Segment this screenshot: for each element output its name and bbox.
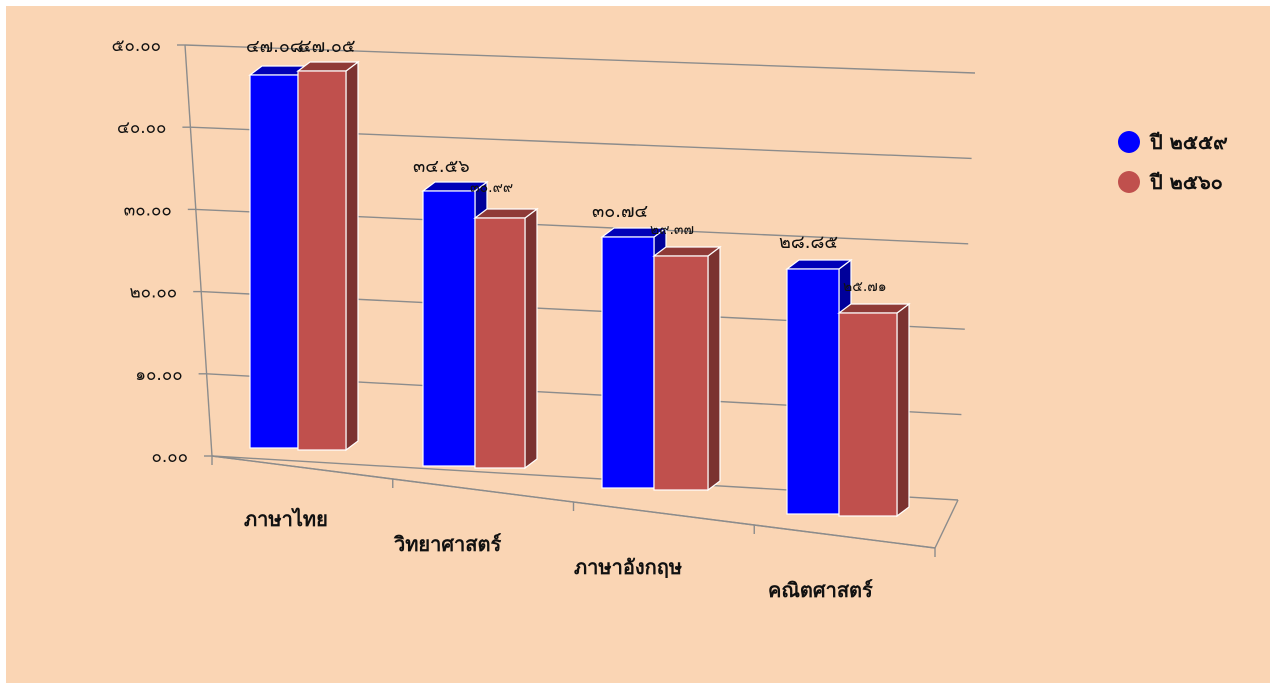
data-label-series-2-2: ๓๐.๙๙ xyxy=(470,180,513,196)
bar-front-face xyxy=(653,255,709,491)
bar-side-face xyxy=(896,302,910,518)
bar-front-face xyxy=(474,217,526,469)
y-tick-label: ๕๐.๐๐ xyxy=(112,36,161,56)
bar-front-face xyxy=(422,190,476,467)
data-label-series-1-4: ๒๘.๘๕ xyxy=(779,232,838,253)
data-label-series-1-2: ๓๔.๕๖ xyxy=(413,156,470,177)
bar-top-face xyxy=(652,246,722,257)
legend-label-series-1: ปี ๒๕๕๙ xyxy=(1150,130,1228,154)
bar-series-2-2 xyxy=(473,207,539,470)
y-tick-label: ๒๐.๐๐ xyxy=(129,283,177,303)
bar-top-face xyxy=(785,259,853,270)
data-label-series-2-1: ๔๗.๐๕ xyxy=(298,36,356,57)
bar-top-face xyxy=(473,208,539,219)
data-label-series-1-3: ๓๐.๗๔ xyxy=(592,201,648,222)
legend-label-series-2: ปี ๒๕๖๐ xyxy=(1150,170,1223,194)
y-tick-label: ๑๐.๐๐ xyxy=(135,365,182,385)
bar-front-face xyxy=(297,70,347,451)
x-tick-label: คณิตศาสตร์ xyxy=(768,578,873,602)
legend-marker-series-1 xyxy=(1118,131,1140,153)
axes xyxy=(177,44,959,557)
y-tick-label: ๔๐.๐๐ xyxy=(117,118,166,138)
bar-front-face xyxy=(601,236,655,489)
bar-series-2-3 xyxy=(652,245,722,492)
bar-top-face xyxy=(837,303,911,314)
legend-item-series-1: ปี ๒๕๕๙ xyxy=(1118,122,1228,162)
bar-front-face xyxy=(838,312,898,517)
x-tick-label: ภาษาอังกฤษ xyxy=(574,555,682,579)
bar-side-face xyxy=(707,245,721,492)
legend-item-series-2: ปี ๒๕๖๐ xyxy=(1118,162,1228,202)
data-label-series-1-1: ๔๗.๐๘ xyxy=(246,36,304,57)
bar-front-face xyxy=(249,74,299,449)
bars xyxy=(248,60,911,518)
y-axis-line xyxy=(184,44,213,457)
data-label-series-2-4: ๒๕.๗๑ xyxy=(843,279,887,295)
bar-series-2-4 xyxy=(837,302,911,518)
legend: ปี ๒๕๕๙ ปี ๒๕๖๐ xyxy=(1118,122,1228,202)
chart-area: ๐.๐๐ ๑๐.๐๐ ๒๐.๐๐ ๓๐.๐๐ ๔๐.๐๐ ๕๐.๐๐ ๔๗.๐๘ ๓๔.๕๖๓… xyxy=(6,6,1270,683)
x-tick-label: ภาษาไทย xyxy=(244,507,328,531)
bar-front-face xyxy=(786,268,840,515)
bar-series-2-1 xyxy=(296,60,360,452)
x-tick-label: วิทยาศาสตร์ xyxy=(393,532,501,556)
bar-side-face xyxy=(524,207,538,470)
bar-side-face xyxy=(345,60,359,452)
legend-marker-series-2 xyxy=(1118,171,1140,193)
y-tick-label: ๓๐.๐๐ xyxy=(124,200,172,220)
y-tick-label: ๐.๐๐ xyxy=(151,447,188,467)
gridline xyxy=(184,44,976,74)
data-label-series-2-3: ๒๙.๓๗ xyxy=(650,222,694,238)
